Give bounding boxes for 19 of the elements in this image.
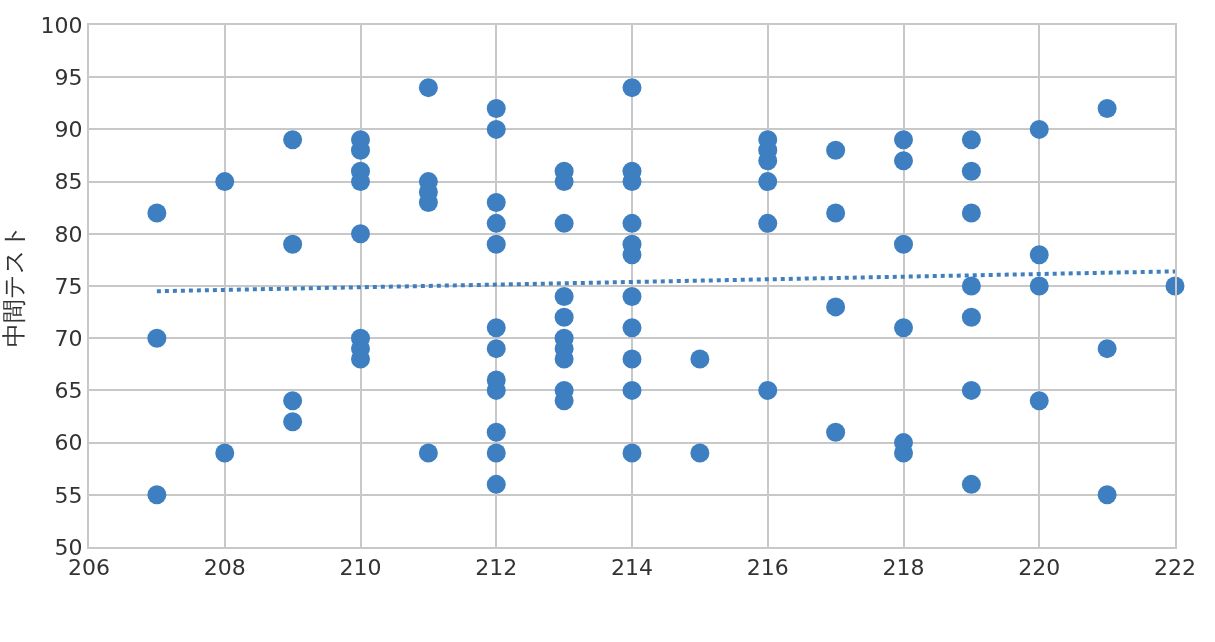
x-tick-label: 216 [746,555,789,581]
y-tick-label: 75 [54,273,83,299]
y-tick-label: 90 [54,117,83,143]
y-tick-label: 85 [54,169,83,195]
x-tick-label: 222 [1154,555,1196,581]
y-axis-title: 中間テスト [0,224,28,348]
y-tick-label: 60 [54,430,83,456]
x-tick-label: 218 [882,555,925,581]
y-tick-label: 70 [54,325,83,351]
x-tick-label: 220 [1018,555,1061,581]
y-tick-label: 55 [54,482,83,508]
y-tick-label: 65 [54,378,83,404]
y-tick-label: 100 [40,12,83,38]
y-tick-label: 80 [54,221,83,247]
x-tick-label: 214 [611,555,653,581]
x-tick-label: 208 [203,555,246,581]
y-tick-label: 95 [54,64,83,90]
x-tick-label: 212 [475,555,518,581]
x-tick-label: 210 [339,555,382,581]
